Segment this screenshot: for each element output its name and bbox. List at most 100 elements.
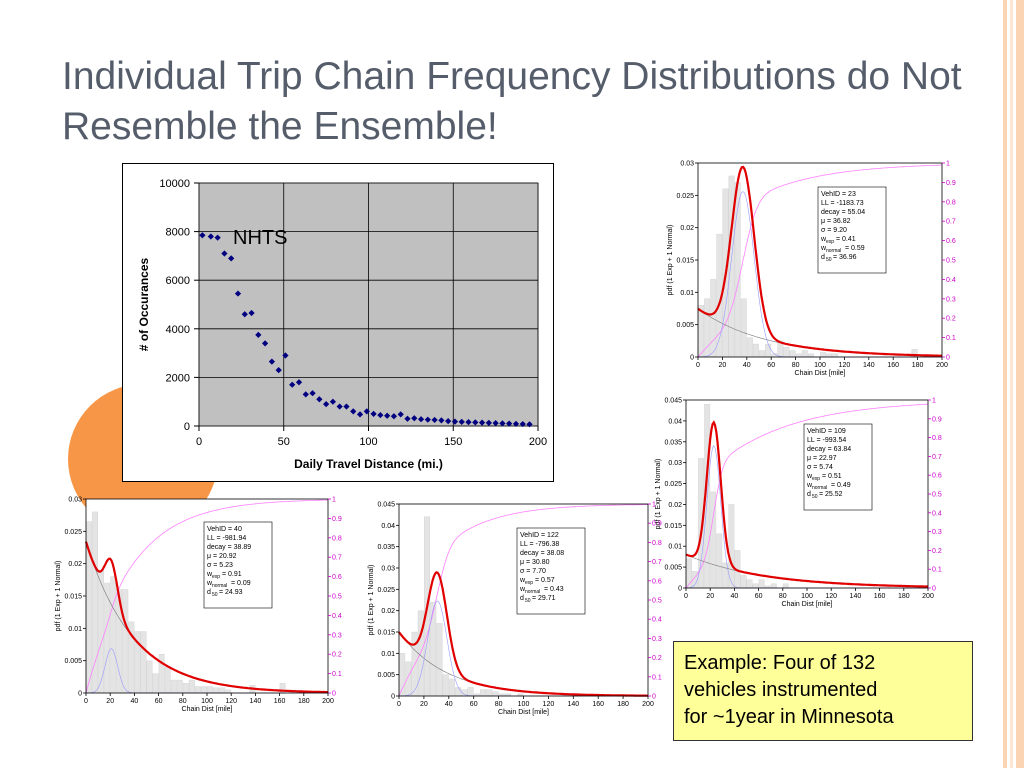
y2-tick-label: 0.4 xyxy=(332,613,342,620)
w-exp-subscript: exp xyxy=(525,580,533,586)
histogram-bar xyxy=(92,511,98,694)
x-axis-label: Chain Dist [mile] xyxy=(795,370,846,377)
d50-subscript: 50 xyxy=(212,592,218,598)
y2-tick-label: 0.6 xyxy=(932,473,942,480)
histogram-bar xyxy=(405,661,412,697)
x-axis-label: Chain Dist [mile] xyxy=(498,709,549,716)
y-tick-label: 0.03 xyxy=(668,460,682,467)
info-line: μ = 30.80 xyxy=(520,559,550,566)
data-point xyxy=(472,419,479,426)
x-tick-label: 50 xyxy=(278,436,290,448)
w-normal-symbol: w xyxy=(806,482,813,489)
y-tick-label: 0.01 xyxy=(68,626,82,633)
y-tick-label: 6000 xyxy=(166,275,190,287)
y-tick-label: 0.005 xyxy=(377,672,395,679)
y-tick-label: 0 xyxy=(184,421,190,433)
y-tick-label: 0.02 xyxy=(680,225,694,232)
histogram-bar xyxy=(455,687,462,697)
y2-tick-label: 0.6 xyxy=(652,578,662,585)
y2-tick-label: 0.9 xyxy=(932,416,942,423)
info-line: LL = -993.54 xyxy=(807,437,846,444)
d50-subscript: 50 xyxy=(525,598,531,604)
histogram-bar xyxy=(152,673,159,694)
d50-symbol: d xyxy=(520,595,524,602)
histogram-bar xyxy=(807,353,814,358)
y-tick-label: 0.005 xyxy=(64,658,82,665)
histogram-bar xyxy=(826,353,833,358)
x-tick-label: 80 xyxy=(792,362,800,369)
info-box xyxy=(516,527,586,615)
d50-symbol: d xyxy=(207,589,211,596)
x-tick-label: 80 xyxy=(179,698,187,705)
histogram-bar xyxy=(728,175,735,358)
y-tick-label: 0.005 xyxy=(664,565,682,572)
w-exp-subscript: exp xyxy=(212,574,220,580)
histogram-bar xyxy=(188,679,195,694)
x-tick-label: 180 xyxy=(298,698,310,705)
y2-tick-label: 0.7 xyxy=(932,454,942,461)
histogram-bar xyxy=(146,660,153,694)
cdf-curve xyxy=(697,164,942,358)
y2-tick-label: 0.2 xyxy=(652,655,662,662)
x-tick-label: 200 xyxy=(936,362,948,369)
x-tick-label: 120 xyxy=(225,698,237,705)
histogram-bar xyxy=(110,576,117,694)
data-point xyxy=(417,416,425,423)
histogram-bar xyxy=(194,686,201,694)
fit-curve xyxy=(685,420,928,588)
y2-tick-label: 0.4 xyxy=(932,510,942,517)
x-tick-label: 0 xyxy=(696,362,700,369)
y2-tick-label: 0.7 xyxy=(652,559,662,566)
y2-tick-label: 0.1 xyxy=(652,674,662,681)
histogram-bar xyxy=(740,575,747,589)
y2-tick-label: 0.5 xyxy=(332,594,342,601)
w-normal-value: = 0.49 xyxy=(831,482,851,489)
histogram-bar xyxy=(770,583,777,589)
data-point xyxy=(356,411,364,418)
decor-stripe-3 xyxy=(1016,0,1024,768)
x-tick-label: 180 xyxy=(617,701,629,708)
histogram-bar xyxy=(782,583,789,589)
data-point xyxy=(384,412,391,419)
decor-stripe-2 xyxy=(1010,0,1013,768)
y-tick-label: 4000 xyxy=(166,324,190,336)
histogram-bar xyxy=(213,687,220,694)
d50-value: = 29.71 xyxy=(532,595,556,602)
histogram-bar xyxy=(442,674,449,697)
w-normal-symbol: w xyxy=(519,586,526,593)
x-axis-label: Chain Dist [mile] xyxy=(182,706,233,713)
x-tick-label: 40 xyxy=(445,701,453,708)
histogram-bar xyxy=(783,347,790,358)
y-axis-label: pdf (1 Exp + 1 Normal) xyxy=(368,565,375,636)
fit-curve xyxy=(84,541,328,694)
y-tick-label: 8000 xyxy=(166,227,190,239)
y2-tick-label: 0.8 xyxy=(332,535,342,542)
y2-tick-label: 1 xyxy=(932,398,936,405)
y2-tick-label: 0.3 xyxy=(652,636,662,643)
x-tick-label: 180 xyxy=(898,593,910,600)
info-box xyxy=(803,423,873,511)
x-tick-label: 160 xyxy=(592,701,604,708)
data-point xyxy=(336,403,343,410)
vehicle-chart-109: 0 0.005 0.01 0.015 0.02 0.025 0.03 0.035 0.04 0.0… xyxy=(655,398,942,609)
data-point xyxy=(485,419,492,426)
fit-curve xyxy=(697,165,942,357)
y2-tick-label: 0.5 xyxy=(932,492,942,499)
histogram-bar xyxy=(801,350,808,358)
x-tick-label: 180 xyxy=(912,362,924,369)
y-axis-label: pdf (1 Exp + 1 Normal) xyxy=(655,459,662,530)
y-tick-label: 0.035 xyxy=(377,544,395,551)
x-tick-label: 60 xyxy=(155,698,163,705)
nhts-annotation: NHTS xyxy=(233,227,287,249)
x-tick-label: 40 xyxy=(731,593,739,600)
histogram-bar xyxy=(225,689,232,694)
data-point xyxy=(214,234,221,241)
y-tick-label: 0.02 xyxy=(668,502,682,509)
info-line: VehID = 40 xyxy=(207,526,242,533)
y2-tick-label: 0.9 xyxy=(946,180,956,187)
data-point xyxy=(438,417,445,424)
y-tick-label: 0.03 xyxy=(381,566,395,573)
w-normal-value: = 0.43 xyxy=(544,586,564,593)
histogram-bar xyxy=(740,298,747,358)
x-tick-label: 140 xyxy=(863,362,875,369)
